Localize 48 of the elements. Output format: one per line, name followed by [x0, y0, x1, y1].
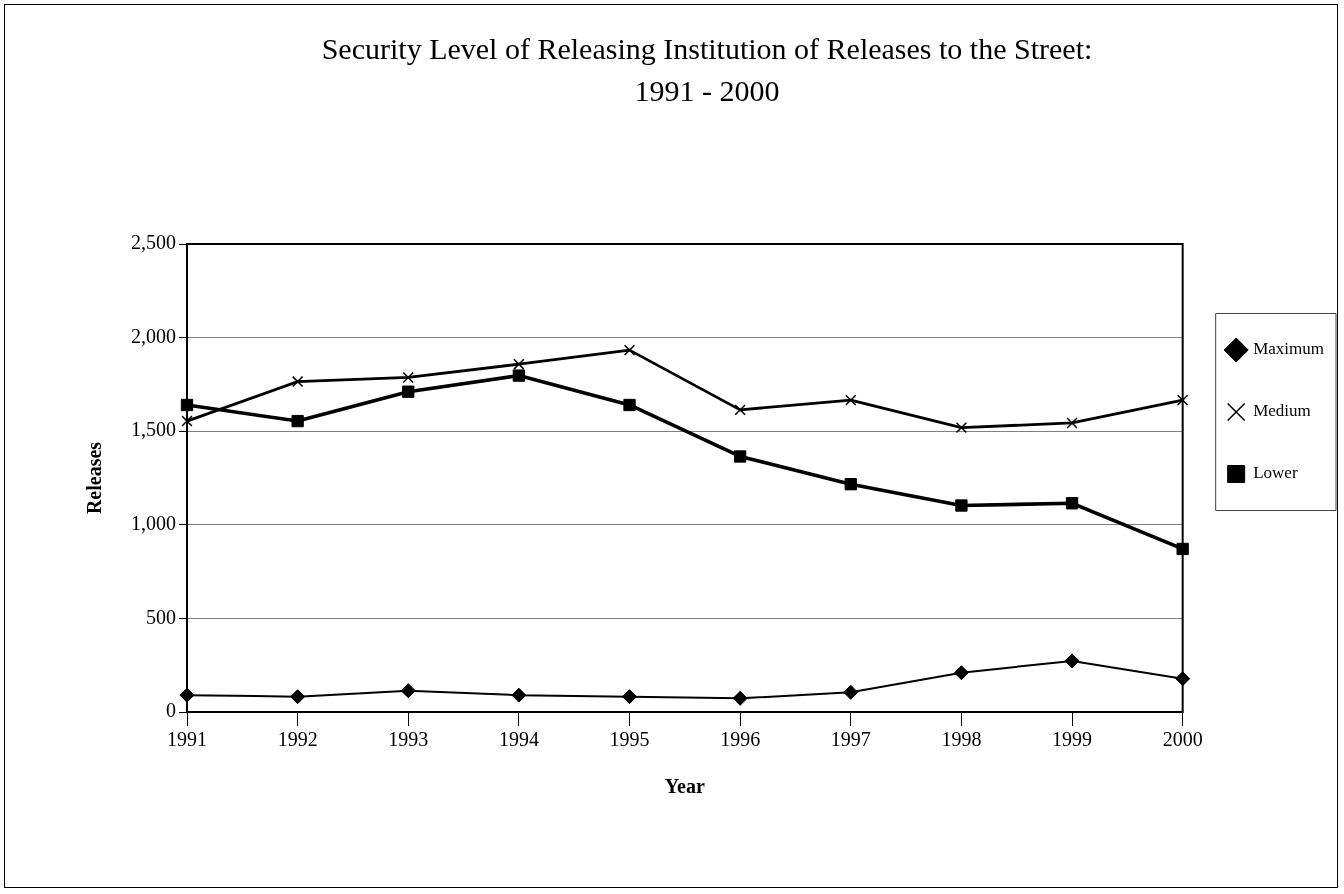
x-tick-label: 2000 — [1162, 728, 1203, 751]
x-tick-label: 1998 — [941, 728, 982, 751]
point — [733, 450, 747, 463]
legend-label: Maximum — [1253, 339, 1325, 359]
chart-title: Security Level of Releasing Institution of Releases to the Street: 1991 - 2000 — [321, 31, 1093, 107]
x-tick-label: 1999 — [1052, 728, 1093, 751]
y-tick-label: 0 — [166, 699, 176, 722]
point — [622, 689, 638, 705]
y-tick-label: 500 — [146, 605, 176, 628]
point — [844, 478, 857, 491]
point — [511, 687, 527, 703]
point — [291, 375, 304, 388]
x-tick-label: 1997 — [830, 728, 871, 751]
x-tick-label: 1995 — [609, 728, 650, 751]
point — [402, 385, 415, 398]
point — [291, 414, 304, 428]
x-tick-label: 1996 — [720, 728, 761, 751]
point — [953, 665, 969, 681]
point — [1064, 653, 1080, 669]
point — [290, 689, 306, 705]
point — [734, 404, 746, 416]
point — [512, 369, 526, 382]
point — [623, 344, 636, 356]
x-axis-title: Year — [664, 775, 705, 798]
legend-label: Lower — [1253, 463, 1298, 483]
y-axis-title: Releases — [83, 441, 106, 515]
point — [732, 690, 748, 706]
x-tick-label: 1992 — [277, 728, 318, 751]
point — [623, 398, 636, 412]
point — [400, 683, 416, 699]
point — [402, 371, 414, 384]
point — [1066, 417, 1078, 429]
y-tick-label: 1,000 — [131, 512, 176, 535]
point — [845, 394, 857, 406]
point — [843, 684, 859, 700]
point — [955, 421, 968, 434]
point — [1065, 497, 1079, 510]
x-tick-label: 1994 — [498, 728, 539, 751]
y-tick-label: 1,500 — [131, 418, 176, 441]
x-tick-label: 1991 — [167, 728, 207, 751]
x-tick-label: 1993 — [388, 728, 429, 751]
point — [955, 499, 968, 512]
point — [513, 358, 525, 370]
y-tick-label: 2,000 — [131, 324, 176, 347]
point — [181, 415, 193, 427]
y-tick-label: 2,500 — [131, 231, 176, 254]
legend-label: Medium — [1253, 401, 1311, 421]
point — [1176, 394, 1189, 406]
